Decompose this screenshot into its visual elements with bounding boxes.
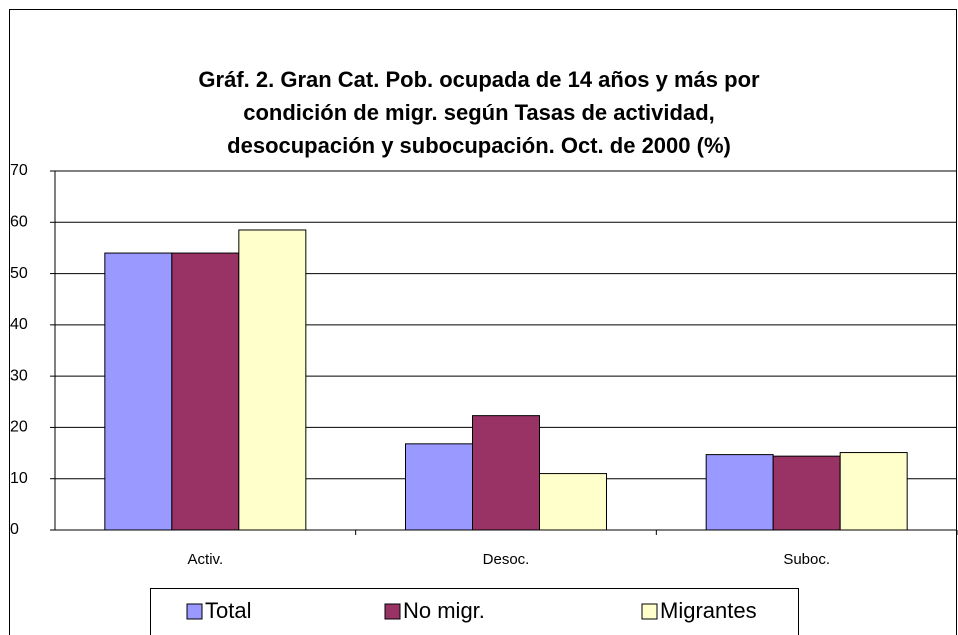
y-tick-label: 50 — [10, 265, 28, 282]
chart-title: desocupación y subocupación. Oct. de 200… — [227, 133, 731, 158]
bar — [472, 415, 540, 531]
legend-swatch — [186, 603, 203, 620]
bar — [705, 454, 774, 531]
legend-swatch — [384, 603, 401, 620]
legend-label: No migr. — [403, 598, 485, 623]
chart-title: Gráf. 2. Gran Cat. Pob. ocupada de 14 añ… — [198, 67, 760, 92]
x-tick-label: Desoc. — [483, 551, 530, 568]
legend-label: Total — [205, 598, 251, 623]
bar — [238, 229, 307, 531]
bar — [772, 455, 841, 531]
chart-title: condición de migr. según Tasas de activi… — [243, 100, 715, 125]
y-tick-label: 30 — [10, 367, 28, 384]
y-tick-label: 60 — [10, 214, 28, 231]
bar — [171, 252, 240, 531]
y-tick-label: 10 — [10, 470, 28, 487]
bar — [839, 452, 908, 531]
bar — [104, 252, 173, 531]
legend-label: Migrantes — [660, 598, 757, 623]
legend-box — [150, 588, 799, 635]
x-tick-label: Activ. — [188, 551, 224, 568]
y-tick-label: 0 — [10, 521, 19, 538]
y-tick-label: 70 — [10, 162, 28, 179]
legend-swatch — [641, 603, 658, 620]
bar — [539, 473, 607, 531]
x-tick-label: Suboc. — [783, 551, 830, 568]
bar — [405, 443, 473, 531]
y-tick-label: 20 — [10, 419, 28, 436]
y-tick-label: 40 — [10, 316, 28, 333]
